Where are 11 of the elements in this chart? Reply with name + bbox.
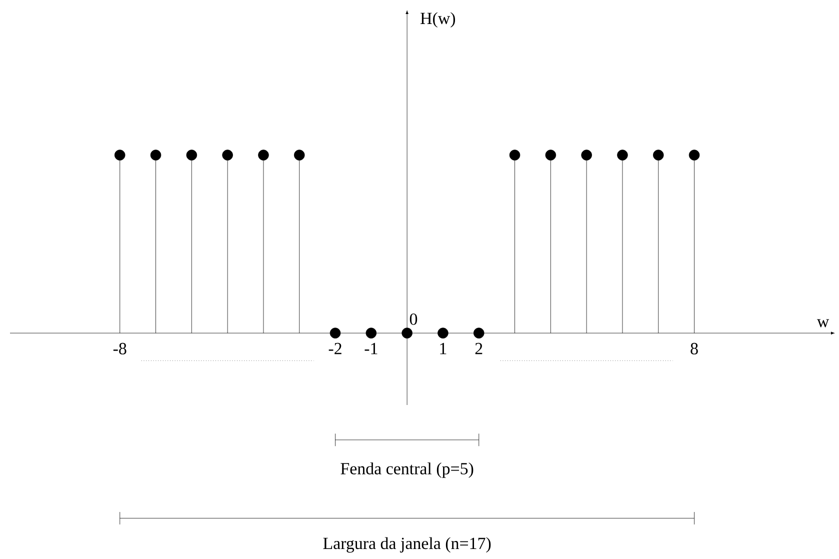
- x-axis-title: w: [816, 319, 830, 328]
- x-tick-label: 8: [690, 342, 698, 354]
- x-tick-label: 1: [440, 342, 446, 354]
- text: H(w): [420, 12, 456, 28]
- x-tick-label: -1: [364, 342, 378, 354]
- x-tick-label: -2: [328, 342, 342, 354]
- text: Largura da janela (n=17): [323, 537, 491, 553]
- x-tick-label: 2: [475, 342, 482, 354]
- text: Fenda central (p=5): [340, 462, 474, 478]
- annotation: 0: [410, 313, 418, 325]
- x-tick-label: -8: [113, 342, 126, 354]
